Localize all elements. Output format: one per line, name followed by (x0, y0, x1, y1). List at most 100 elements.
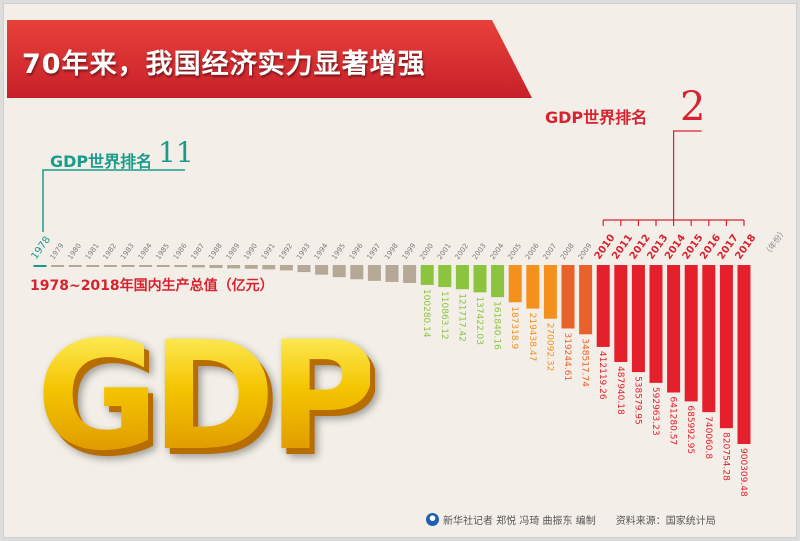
rank-1978-label: GDP世界排名 (50, 152, 153, 171)
rank-1978-connector (42, 169, 185, 232)
bar-2000 (420, 265, 434, 285)
rank-2018-connector (672, 130, 702, 220)
bar-1981 (86, 265, 100, 267)
rank-2018-value: 2 (680, 84, 706, 130)
value-label-2013: 592963.23 (650, 387, 660, 436)
bar-1986 (174, 265, 188, 268)
value-label-2004: 161840.16 (492, 301, 502, 350)
value-label-2018: 900309.48 (738, 448, 748, 497)
bar-1999 (403, 265, 417, 284)
year-label-2001: 2001 (436, 242, 453, 261)
bar-2013 (649, 265, 663, 383)
year-label-2009: 2009 (577, 242, 594, 261)
year-label-2003: 2003 (471, 242, 488, 261)
value-label-2017: 820754.28 (720, 432, 730, 481)
bar-1997 (367, 265, 381, 281)
bar-1992 (279, 265, 293, 271)
bar-2009 (579, 265, 593, 335)
value-label-2012: 538579.95 (632, 376, 642, 425)
gdp-3d-logo: GDP (36, 310, 378, 484)
chart-title: 1978~2018年国内生产总值（亿元） (30, 278, 274, 294)
value-label-2002: 121717.42 (456, 293, 466, 342)
value-label-2006: 219438.47 (527, 313, 537, 362)
xinhua-logo-icon (426, 513, 439, 526)
year-label-2000: 2000 (418, 242, 435, 261)
year-label-1996: 1996 (348, 242, 365, 262)
bar-2016 (702, 265, 716, 413)
year-label-1987: 1987 (189, 242, 206, 261)
bar-2015 (684, 265, 698, 402)
year-label-1988: 1988 (207, 242, 224, 261)
bar-2007 (543, 265, 557, 319)
value-label-2014: 641280.57 (668, 396, 678, 445)
bar-1990 (244, 265, 258, 269)
year-label-1984: 1984 (137, 242, 154, 262)
year-label-1980: 1980 (66, 242, 83, 261)
year-label-1979: 1979 (49, 242, 66, 261)
year-label-1998: 1998 (383, 242, 400, 261)
value-label-2016: 740060.8 (703, 416, 713, 459)
year-label-2006: 2006 (524, 242, 541, 262)
year-label-2002: 2002 (453, 242, 470, 261)
value-label-2007: 270092.32 (544, 323, 554, 372)
value-label-2000: 100280.14 (421, 289, 431, 338)
footer-credit: 新华社记者 郑悦 冯琦 曲振东 编制 (443, 516, 596, 527)
year-label-1999: 1999 (401, 242, 418, 261)
bar-1985 (156, 265, 170, 267)
bar-1978 (33, 265, 47, 267)
bar-2001 (438, 265, 452, 288)
bar-2014 (667, 265, 681, 393)
bar-2005 (508, 265, 522, 303)
value-label-2009: 348517.74 (580, 338, 590, 387)
value-label-2008: 319244.61 (562, 332, 572, 381)
bar-1994 (315, 265, 329, 275)
year-label-1997: 1997 (365, 242, 382, 261)
bar-2003 (473, 265, 487, 293)
rank-1978-value: 11 (158, 136, 194, 169)
bar-2012 (631, 265, 645, 373)
title-banner (7, 20, 532, 98)
value-label-2003: 137422.03 (474, 296, 484, 345)
bar-2008 (561, 265, 575, 329)
bar-2018 (737, 265, 751, 444)
footer-source: 资料来源：国家统计局 (615, 516, 716, 527)
bar-1979 (51, 265, 65, 267)
value-label-2001: 110863.12 (439, 291, 449, 340)
year-label-1989: 1989 (225, 242, 242, 261)
year-label-1981: 1981 (84, 242, 101, 261)
bar-1987 (191, 265, 205, 268)
rank-brackets (42, 130, 745, 232)
footer: 新华社记者 郑悦 冯琦 曲振东 编制 资料来源：国家统计局 (426, 512, 716, 527)
value-label-2005: 187318.9 (509, 306, 519, 349)
year-label-1982: 1982 (101, 242, 118, 261)
bar-1991 (262, 265, 276, 270)
bar-1996 (350, 265, 364, 280)
year-label-1983: 1983 (119, 242, 136, 261)
value-label-2015: 685992.95 (685, 405, 695, 454)
rank-2018-label: GDP世界排名 (545, 108, 648, 127)
bar-1998 (385, 265, 399, 282)
value-label-2010: 412119.26 (597, 351, 607, 400)
year-label-1985: 1985 (154, 242, 171, 261)
bar-1995 (332, 265, 346, 278)
year-label-2004: 2004 (489, 242, 506, 262)
year-label-1986: 1986 (172, 242, 189, 262)
bar-2017 (719, 265, 733, 429)
year-label-2005: 2005 (506, 242, 523, 261)
year-label-2008: 2008 (559, 242, 576, 261)
value-label-2011: 487940.18 (615, 366, 625, 415)
year-label-1991: 1991 (260, 242, 277, 261)
year-label-1995: 1995 (330, 242, 347, 261)
bar-2011 (614, 265, 628, 363)
bar-2004 (491, 265, 505, 298)
bar-1989 (227, 265, 241, 269)
year-label-1992: 1992 (277, 242, 294, 261)
bar-1993 (297, 265, 311, 273)
bar-1982 (103, 265, 117, 267)
year-label-1994: 1994 (313, 242, 330, 262)
year-label-1990: 1990 (242, 242, 259, 261)
year-label-1993: 1993 (295, 242, 312, 261)
bar-2006 (526, 265, 540, 309)
bar-1983 (121, 265, 135, 267)
bar-1980 (68, 265, 82, 267)
